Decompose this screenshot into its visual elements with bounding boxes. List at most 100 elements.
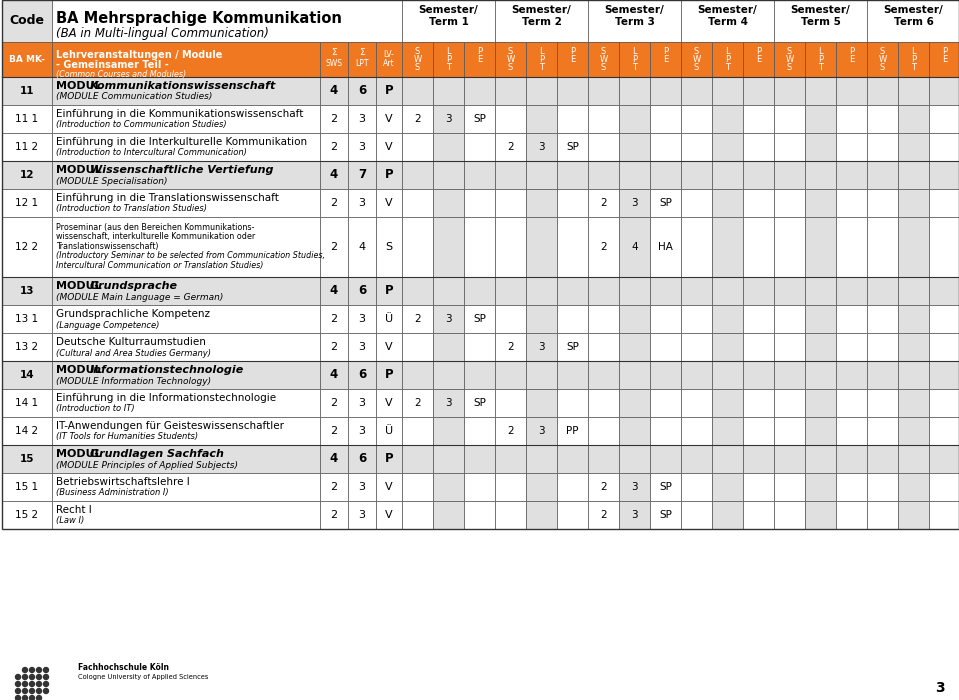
Text: Term 3: Term 3 xyxy=(615,17,654,27)
Text: P: P xyxy=(539,55,544,64)
Bar xyxy=(929,42,959,77)
Bar xyxy=(376,42,402,77)
Text: SP: SP xyxy=(659,198,672,208)
Bar xyxy=(495,389,526,417)
Text: Ü: Ü xyxy=(385,426,393,436)
Circle shape xyxy=(22,668,28,673)
Bar xyxy=(464,189,495,217)
Text: MODUL: MODUL xyxy=(56,449,105,459)
Text: E: E xyxy=(849,55,854,64)
Text: (MODULE Communication Studies): (MODULE Communication Studies) xyxy=(56,92,212,102)
Bar xyxy=(320,77,348,105)
Bar xyxy=(320,42,348,77)
Bar xyxy=(929,389,959,417)
Text: BA MK-: BA MK- xyxy=(9,55,45,64)
Text: 15 2: 15 2 xyxy=(15,510,38,520)
Bar xyxy=(52,305,320,333)
Bar xyxy=(774,305,805,333)
Bar xyxy=(433,217,464,277)
Bar xyxy=(805,389,836,417)
Bar xyxy=(495,333,526,361)
Text: P: P xyxy=(570,47,575,56)
Bar xyxy=(681,0,774,42)
Bar xyxy=(836,133,867,161)
Bar xyxy=(495,361,526,389)
Circle shape xyxy=(15,682,20,687)
Text: P: P xyxy=(385,85,393,97)
Bar xyxy=(2,133,52,161)
Bar xyxy=(526,501,557,529)
Text: 2: 2 xyxy=(600,242,607,252)
Bar xyxy=(320,133,348,161)
Bar xyxy=(867,501,898,529)
Bar xyxy=(743,473,774,501)
Bar xyxy=(495,445,526,473)
Text: 3: 3 xyxy=(445,398,452,408)
Text: P: P xyxy=(385,368,393,382)
Text: 2: 2 xyxy=(331,426,338,436)
Text: 6: 6 xyxy=(358,85,366,97)
Bar xyxy=(495,77,526,105)
Text: (Business Administration I): (Business Administration I) xyxy=(56,489,169,498)
Text: Wissenschaftliche Vertiefung: Wissenschaftliche Vertiefung xyxy=(89,165,273,175)
Text: 4: 4 xyxy=(330,284,339,298)
Bar xyxy=(320,445,348,473)
Bar xyxy=(774,189,805,217)
Bar xyxy=(495,305,526,333)
Bar xyxy=(588,105,619,133)
Bar xyxy=(743,105,774,133)
Text: 6: 6 xyxy=(358,368,366,382)
Text: Recht I: Recht I xyxy=(56,505,92,515)
Bar xyxy=(402,305,433,333)
Text: S: S xyxy=(508,47,513,56)
Bar xyxy=(2,0,959,529)
Bar xyxy=(348,133,376,161)
Text: Semester/: Semester/ xyxy=(511,5,572,15)
Bar xyxy=(712,333,743,361)
Bar xyxy=(774,42,805,77)
Bar xyxy=(867,361,898,389)
Bar xyxy=(681,417,712,445)
Bar xyxy=(743,277,774,305)
Bar xyxy=(557,417,588,445)
Text: 2: 2 xyxy=(331,510,338,520)
Bar xyxy=(805,217,836,277)
Text: P: P xyxy=(756,47,761,56)
Bar xyxy=(464,361,495,389)
Bar xyxy=(402,333,433,361)
Bar xyxy=(867,217,898,277)
Bar xyxy=(929,501,959,529)
Bar xyxy=(650,161,681,189)
Text: (Language Competence): (Language Competence) xyxy=(56,321,159,330)
Bar xyxy=(2,305,52,333)
Bar xyxy=(867,0,959,42)
Text: (Introductory Seminar to be selected from Communication Studies,: (Introductory Seminar to be selected fro… xyxy=(56,251,325,260)
Text: 4: 4 xyxy=(359,242,365,252)
Text: MODUL: MODUL xyxy=(56,81,105,91)
Bar xyxy=(348,361,376,389)
Text: SP: SP xyxy=(659,510,672,520)
Bar xyxy=(320,105,348,133)
Text: 14: 14 xyxy=(20,370,35,380)
Bar xyxy=(836,389,867,417)
Bar xyxy=(619,133,650,161)
Text: Einführung in die Informationstechnologie: Einführung in die Informationstechnologi… xyxy=(56,393,276,403)
Text: (MODULE Main Language = German): (MODULE Main Language = German) xyxy=(56,293,223,302)
Text: P: P xyxy=(942,47,947,56)
Bar xyxy=(619,417,650,445)
Circle shape xyxy=(43,682,49,687)
Text: SP: SP xyxy=(659,482,672,492)
Bar xyxy=(867,77,898,105)
Bar xyxy=(348,305,376,333)
Bar xyxy=(52,501,320,529)
Bar xyxy=(495,277,526,305)
Text: P: P xyxy=(385,284,393,298)
Bar xyxy=(805,105,836,133)
Bar xyxy=(2,217,52,277)
Bar xyxy=(376,361,402,389)
Bar xyxy=(2,501,52,529)
Bar xyxy=(52,105,320,133)
Text: E: E xyxy=(477,55,482,64)
Circle shape xyxy=(36,675,41,680)
Bar xyxy=(929,77,959,105)
